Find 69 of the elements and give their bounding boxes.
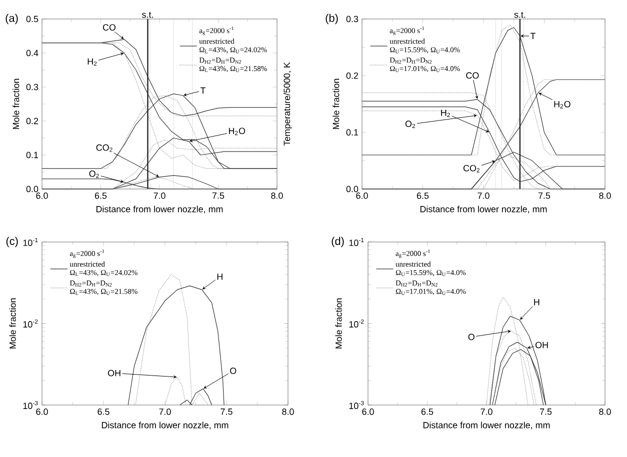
text: (d) — [332, 236, 344, 248]
text: (c) — [6, 236, 18, 248]
annotation: H — [534, 299, 540, 306]
x-tick-label: 8.0 — [599, 408, 611, 415]
x-tick-label: 7.0 — [480, 408, 492, 415]
y-tick-label: 0.3 — [346, 16, 358, 22]
ref-line-label: s.t. — [514, 12, 526, 18]
y-axis-title: Mole fraction — [332, 78, 340, 129]
annotation: CO — [466, 72, 479, 79]
x-tick-label: 8.0 — [599, 192, 611, 199]
x-tick-label: 6.0 — [36, 408, 48, 415]
annotation: H$_{2}$O — [554, 100, 570, 108]
annotation: H$_{2}$ — [441, 110, 450, 117]
y-tick-label: 10$^{-1}$ — [349, 238, 364, 246]
x-tick-label: 6.5 — [94, 192, 107, 199]
x-tick-label: 7.0 — [159, 408, 171, 415]
ref-line-label: s.t. — [142, 12, 153, 18]
y-tick-label: 0.1 — [346, 129, 358, 136]
x-axis-title: Distance from lower nozzle, mm — [102, 422, 228, 430]
y-tick-label: 0.2 — [26, 118, 38, 124]
annotation: H$_{2}$ — [88, 58, 97, 66]
y-tick-label: 10$^{-2}$ — [23, 319, 38, 328]
y-tick-label: 0.4 — [26, 50, 38, 56]
x-tick-label: 6.0 — [356, 192, 368, 199]
x-tick-label: 8.0 — [271, 192, 283, 199]
text: (b) — [326, 14, 338, 24]
y-axis-title: Mole fraction — [12, 78, 20, 129]
y-tick-label: 0.5 — [26, 16, 38, 22]
x-tick-label: 7.5 — [220, 408, 232, 415]
x-tick-label: 7.5 — [538, 192, 550, 199]
x-tick-label: 6.0 — [362, 408, 374, 415]
annotation: CO$_{2}$ — [96, 144, 112, 152]
annotation: OH — [535, 342, 548, 348]
y-tick-label: 0.2 — [346, 72, 358, 79]
y-tick-label: 0.3 — [26, 84, 38, 90]
annotation: CO — [102, 24, 116, 31]
y-tick-label: 0.0 — [26, 186, 38, 192]
x-axis-title: Distance from lower nozzle, mm — [420, 206, 547, 214]
annotation: OH — [108, 370, 120, 376]
y-tick-label: 10$^{-3}$ — [349, 400, 364, 410]
y-tick-label: 0.0 — [346, 186, 358, 192]
annotation: CO$_{2}$ — [463, 164, 480, 172]
annotation: O — [468, 334, 474, 340]
y-tick-label: 10$^{-1}$ — [23, 238, 38, 246]
annotation: O — [230, 368, 236, 374]
x-tick-label: 6.5 — [416, 192, 429, 199]
x-tick-label: 6.5 — [98, 408, 110, 415]
annotation: T — [530, 32, 536, 40]
x-tick-label: 7.5 — [540, 408, 552, 415]
x-tick-label: 7.0 — [478, 192, 490, 199]
x-axis-title: Distance from lower nozzle, mm — [423, 422, 550, 430]
x-tick-label: 7.0 — [154, 192, 166, 199]
text: (a) — [6, 14, 18, 24]
y-tick-label: 10$^{-3}$ — [23, 400, 38, 410]
y-tick-label: 10$^{-2}$ — [349, 319, 364, 328]
x-axis-title: Distance from lower nozzle, mm — [96, 206, 223, 214]
annotation: H — [217, 274, 222, 280]
annotation: O$_{2}$ — [405, 120, 416, 128]
annotation: T — [200, 87, 206, 94]
y2-axis-title: Temperature/5000, K — [284, 62, 292, 146]
y-axis-title: Mole fraction — [335, 298, 342, 348]
x-tick-label: 8.0 — [282, 408, 294, 415]
x-tick-label: 6.5 — [421, 408, 434, 415]
y-tick-label: 0.1 — [26, 152, 38, 158]
annotation: O$_{2}$ — [89, 170, 99, 178]
x-tick-label: 6.0 — [36, 192, 48, 199]
y-axis-title: Mole fraction — [9, 298, 16, 348]
x-tick-label: 7.5 — [212, 192, 224, 199]
annotation: H$_{2}$O — [228, 128, 246, 136]
